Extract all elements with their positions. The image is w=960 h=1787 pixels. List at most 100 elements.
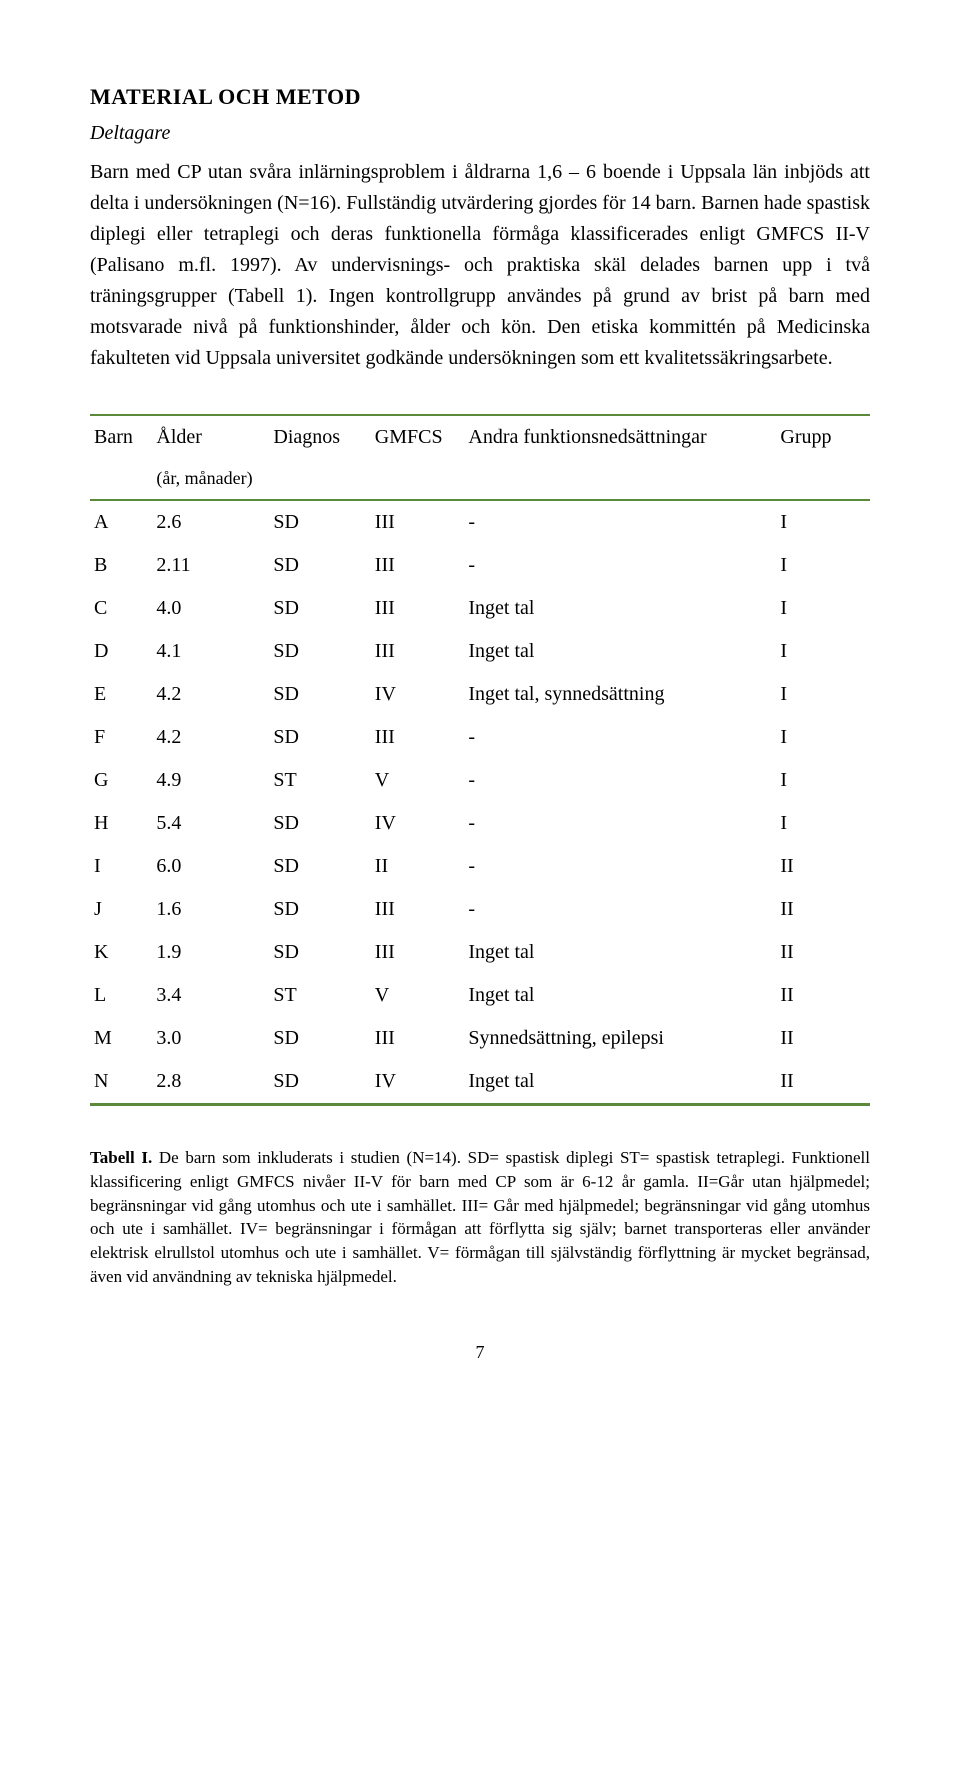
table-row: B2.11SDIII-I bbox=[90, 544, 870, 587]
table-cell: I bbox=[776, 802, 870, 845]
table-cell: II bbox=[776, 1060, 870, 1105]
table-cell: III bbox=[371, 630, 465, 673]
table-cell: II bbox=[776, 974, 870, 1017]
table-cell: II bbox=[776, 931, 870, 974]
table-cell: III bbox=[371, 716, 465, 759]
table-cell: - bbox=[464, 845, 776, 888]
table-cell: SD bbox=[269, 630, 370, 673]
table-cell: D bbox=[90, 630, 152, 673]
col-subheader-empty bbox=[90, 459, 152, 500]
table-cell: 4.2 bbox=[152, 673, 269, 716]
table-cell: 2.8 bbox=[152, 1060, 269, 1105]
table-row: J1.6SDIII-II bbox=[90, 888, 870, 931]
table-cell: III bbox=[371, 888, 465, 931]
table-cell: K bbox=[90, 931, 152, 974]
caption-text: De barn som inkluderats i studien (N=14)… bbox=[90, 1148, 870, 1286]
table-cell: L bbox=[90, 974, 152, 1017]
table-cell: Inget tal bbox=[464, 630, 776, 673]
table-cell: SD bbox=[269, 845, 370, 888]
table-cell: 2.6 bbox=[152, 500, 269, 544]
table-cell: I bbox=[776, 716, 870, 759]
table-cell: III bbox=[371, 587, 465, 630]
table-cell: II bbox=[371, 845, 465, 888]
table-cell: E bbox=[90, 673, 152, 716]
table-cell: III bbox=[371, 931, 465, 974]
participants-table: Barn Ålder Diagnos GMFCS Andra funktions… bbox=[90, 414, 870, 1106]
table-cell: I bbox=[776, 500, 870, 544]
table-row: A2.6SDIII-I bbox=[90, 500, 870, 544]
table-cell: Inget tal bbox=[464, 1060, 776, 1105]
table-cell: H bbox=[90, 802, 152, 845]
table-cell: III bbox=[371, 544, 465, 587]
table-cell: SD bbox=[269, 500, 370, 544]
table-cell: SD bbox=[269, 931, 370, 974]
table-row: G4.9STV-I bbox=[90, 759, 870, 802]
table-row: F4.2SDIII-I bbox=[90, 716, 870, 759]
table-cell: 4.9 bbox=[152, 759, 269, 802]
table-cell: SD bbox=[269, 587, 370, 630]
table-cell: 2.11 bbox=[152, 544, 269, 587]
table-cell: - bbox=[464, 544, 776, 587]
table-cell: C bbox=[90, 587, 152, 630]
table-cell: - bbox=[464, 716, 776, 759]
table-cell: I bbox=[776, 759, 870, 802]
table-cell: Inget tal bbox=[464, 931, 776, 974]
page-number: 7 bbox=[90, 1339, 870, 1367]
table-cell: V bbox=[371, 974, 465, 1017]
table-row: K1.9SDIIIInget talII bbox=[90, 931, 870, 974]
table-cell: - bbox=[464, 759, 776, 802]
section-subheading: Deltagare bbox=[90, 118, 870, 149]
col-header-andra: Andra funktionsnedsättningar bbox=[464, 415, 776, 459]
table-cell: N bbox=[90, 1060, 152, 1105]
col-header-gmfcs: GMFCS bbox=[371, 415, 465, 459]
table-cell: I bbox=[776, 630, 870, 673]
table-cell: Synnedsättning, epilepsi bbox=[464, 1017, 776, 1060]
col-header-barn: Barn bbox=[90, 415, 152, 459]
table-cell: IV bbox=[371, 802, 465, 845]
table-cell: ST bbox=[269, 974, 370, 1017]
table-row: I6.0SDII-II bbox=[90, 845, 870, 888]
table-cell: I bbox=[776, 673, 870, 716]
table-cell: II bbox=[776, 888, 870, 931]
table-cell: SD bbox=[269, 716, 370, 759]
table-body: A2.6SDIII-IB2.11SDIII-IC4.0SDIIIInget ta… bbox=[90, 500, 870, 1105]
table-row: L3.4STVInget talII bbox=[90, 974, 870, 1017]
table-cell: Inget tal bbox=[464, 974, 776, 1017]
table-cell: 4.1 bbox=[152, 630, 269, 673]
table-row: C4.0SDIIIInget talI bbox=[90, 587, 870, 630]
table-cell: - bbox=[464, 888, 776, 931]
table-cell: 6.0 bbox=[152, 845, 269, 888]
table-cell: G bbox=[90, 759, 152, 802]
table-cell: F bbox=[90, 716, 152, 759]
table-cell: B bbox=[90, 544, 152, 587]
table-cell: Inget tal, synnedsättning bbox=[464, 673, 776, 716]
table-cell: 3.4 bbox=[152, 974, 269, 1017]
paragraph-1: Barn med CP utan svåra inlärningsproblem… bbox=[90, 157, 870, 374]
table-cell: I bbox=[90, 845, 152, 888]
table-cell: SD bbox=[269, 1060, 370, 1105]
table-cell: 4.2 bbox=[152, 716, 269, 759]
table-row: D4.1SDIIIInget talI bbox=[90, 630, 870, 673]
caption-label: Tabell I. bbox=[90, 1148, 152, 1167]
col-subheader-alder: (år, månader) bbox=[152, 459, 269, 500]
table-cell: SD bbox=[269, 888, 370, 931]
table-cell: I bbox=[776, 587, 870, 630]
table-cell: J bbox=[90, 888, 152, 931]
table-cell: I bbox=[776, 544, 870, 587]
table-cell: - bbox=[464, 500, 776, 544]
table-cell: V bbox=[371, 759, 465, 802]
table-cell: M bbox=[90, 1017, 152, 1060]
table-cell: IV bbox=[371, 1060, 465, 1105]
table-cell: 3.0 bbox=[152, 1017, 269, 1060]
table-cell: 4.0 bbox=[152, 587, 269, 630]
table-caption: Tabell I. De barn som inkluderats i stud… bbox=[90, 1146, 870, 1289]
table-cell: 1.9 bbox=[152, 931, 269, 974]
col-header-grupp: Grupp bbox=[776, 415, 870, 459]
table-row: N2.8SDIVInget talII bbox=[90, 1060, 870, 1105]
table-cell: A bbox=[90, 500, 152, 544]
table-cell: 5.4 bbox=[152, 802, 269, 845]
table-cell: SD bbox=[269, 1017, 370, 1060]
table-cell: IV bbox=[371, 673, 465, 716]
table-cell: ST bbox=[269, 759, 370, 802]
table-cell: III bbox=[371, 500, 465, 544]
